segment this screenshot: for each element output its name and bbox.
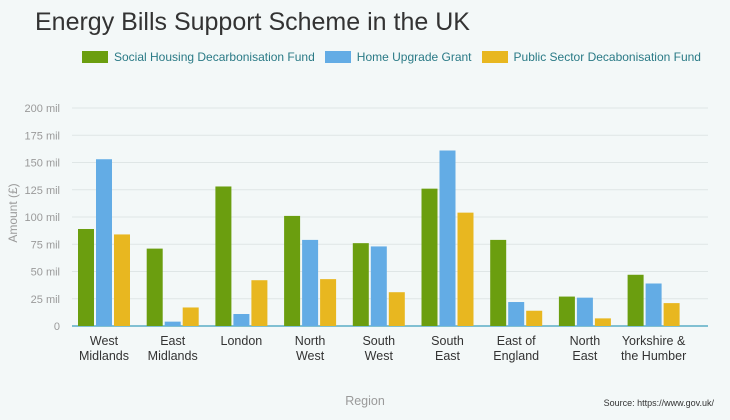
bar	[164, 321, 181, 326]
bar	[352, 243, 369, 326]
bar	[251, 280, 268, 326]
legend-swatch-public-sector	[481, 51, 508, 63]
x-tick-label: West	[90, 334, 119, 348]
y-tick-label: 125 mil	[25, 185, 60, 197]
bar	[146, 248, 163, 326]
legend-label-public-sector: Public Sector Decabonisation Fund	[513, 50, 701, 64]
y-tick-label: 50 mil	[31, 267, 60, 279]
bar	[96, 159, 112, 326]
x-axis-label: Region	[345, 394, 385, 408]
x-tick-label: South	[431, 334, 464, 348]
legend-item-social-housing: Social Housing Decarbonisation Fund	[82, 50, 315, 64]
legend-swatch-social-housing	[82, 51, 108, 63]
bar	[302, 239, 319, 326]
bar	[215, 186, 232, 326]
bar	[594, 318, 611, 326]
bar	[284, 215, 301, 326]
bar	[320, 279, 337, 326]
bar	[645, 283, 662, 326]
y-tick-label: 100 mil	[25, 212, 60, 224]
chart-title: Energy Bills Support Scheme in the UK	[35, 8, 470, 36]
y-axis-label: Amount (£)	[6, 183, 20, 242]
bar	[370, 246, 387, 326]
legend: Social Housing Decarbonisation Fund Home…	[82, 50, 711, 64]
bar	[457, 212, 474, 326]
x-tick-label: West	[365, 349, 394, 363]
legend-swatch-home-upgrade	[324, 51, 351, 63]
bar	[526, 310, 543, 326]
y-tick-label: 175 mil	[25, 130, 60, 142]
x-tick-label: South	[362, 334, 395, 348]
x-tick-label: North	[295, 334, 326, 348]
bar	[576, 297, 593, 326]
bar	[114, 234, 130, 326]
source-note: Source: https://www.gov.uk/	[603, 398, 714, 408]
x-tick-label: East	[572, 349, 598, 363]
bar	[439, 150, 456, 326]
bar	[508, 302, 525, 326]
x-tick-label: North	[570, 334, 601, 348]
bar	[663, 303, 680, 326]
x-tick-label: the Humber	[621, 349, 686, 363]
bar	[233, 314, 250, 326]
legend-label-home-upgrade: Home Upgrade Grant	[356, 50, 472, 64]
bar	[490, 239, 507, 326]
x-tick-label: East	[435, 349, 461, 363]
x-tick-label: East of	[497, 334, 536, 348]
x-tick-label: Midlands	[148, 349, 198, 363]
y-tick-label: 200 mil	[25, 103, 60, 115]
bar	[421, 188, 438, 326]
x-tick-label: West	[296, 349, 325, 363]
x-tick-label: England	[493, 349, 539, 363]
x-tick-label: East	[160, 334, 186, 348]
legend-item-public-sector: Public Sector Decabonisation Fund	[481, 50, 701, 64]
bar	[558, 296, 575, 326]
legend-label-social-housing: Social Housing Decarbonisation Fund	[114, 50, 315, 64]
bar	[182, 307, 199, 326]
bar	[388, 292, 405, 326]
y-tick-label: 25 mil	[31, 294, 60, 306]
y-tick-label: 0	[54, 321, 60, 333]
y-tick-label: 150 mil	[25, 158, 60, 170]
y-tick-label: 75 mil	[31, 239, 60, 251]
bar	[78, 228, 94, 326]
legend-item-home-upgrade: Home Upgrade Grant	[324, 50, 472, 64]
x-tick-label: Yorkshire &	[622, 334, 686, 348]
x-tick-label: Midlands	[79, 349, 129, 363]
bar	[627, 274, 644, 326]
x-tick-label: London	[221, 334, 263, 348]
